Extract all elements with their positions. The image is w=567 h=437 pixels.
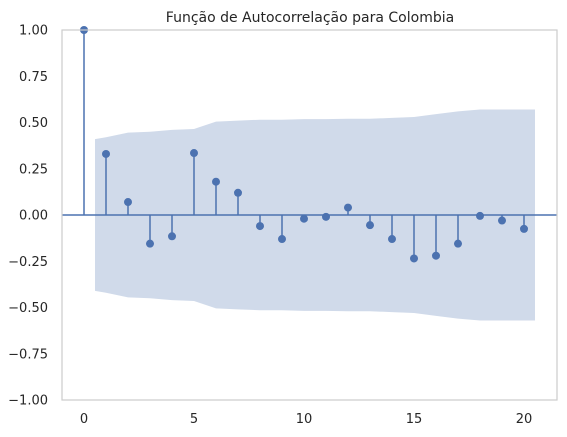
stem-marker — [432, 251, 440, 260]
stem-marker — [278, 235, 286, 244]
stem-marker — [102, 149, 110, 158]
acf-stem-lag-5 — [190, 149, 198, 215]
stem-marker — [498, 216, 506, 225]
y-tick-label: −0.75 — [8, 347, 48, 362]
y-axis-ticks: −1.00 −0.75 −0.50 −0.25 0.00 0.25 0.50 0.75 1.00 — [8, 24, 48, 409]
acf-stem-lag-16 — [432, 215, 440, 260]
stem-marker — [190, 149, 198, 158]
acf-stem-lag-4 — [168, 215, 176, 241]
acf-stem-lag-2 — [124, 198, 132, 215]
x-axis-ticks: 0 5 10 15 20 — [80, 412, 532, 427]
acf-stem-lag-8 — [256, 215, 264, 231]
y-tick-label: 0.75 — [19, 70, 48, 85]
plot-frame — [61, 29, 558, 401]
acf-stem-lag-6 — [212, 177, 220, 215]
acf-stem-lag-1 — [102, 149, 110, 215]
x-tick-label: 10 — [296, 412, 313, 427]
acf-stem-lag-20 — [520, 215, 528, 233]
acf-stem-lag-3 — [146, 215, 154, 248]
y-tick-label: −0.25 — [8, 255, 48, 270]
acf-stem-lag-12 — [344, 203, 352, 215]
y-tick-label: 0.00 — [19, 209, 48, 224]
axes-frame — [61, 29, 558, 401]
y-tick-label: 0.25 — [19, 162, 48, 177]
acf-stem-lag-14 — [388, 215, 396, 244]
stem-marker — [124, 198, 132, 207]
stem-marker — [212, 177, 220, 186]
x-tick-label: 5 — [190, 412, 198, 427]
y-tick-label: −0.50 — [8, 301, 48, 316]
x-tick-label: 20 — [516, 412, 533, 427]
y-tick-label: 1.00 — [19, 24, 48, 39]
acf-stem-lag-17 — [454, 215, 462, 248]
stem-marker — [520, 224, 528, 233]
stem-marker — [476, 211, 484, 220]
stem-marker — [322, 212, 330, 221]
stem-marker — [146, 239, 154, 248]
acf-stem-lag-15 — [410, 215, 418, 263]
stem-marker — [344, 203, 352, 212]
stem-marker — [300, 214, 308, 223]
acf-stem-lag-7 — [234, 188, 242, 215]
acf-stem-lag-18 — [476, 211, 484, 220]
acf-stem-lag-13 — [366, 215, 374, 230]
acf-stem-lag-11 — [322, 212, 330, 221]
acf-stem-lag-9 — [278, 215, 286, 244]
x-tick-label: 0 — [80, 412, 88, 427]
acf-stem-lag-10 — [300, 214, 308, 223]
stem-marker — [256, 222, 264, 231]
stem-marker — [388, 235, 396, 244]
stem-marker — [454, 239, 462, 248]
chart-title: Função de Autocorrelação para Colombia — [166, 10, 454, 26]
stem-marker — [168, 232, 176, 241]
y-tick-label: 0.50 — [19, 116, 48, 131]
stem-marker — [234, 188, 242, 197]
stem-marker — [366, 221, 374, 230]
y-tick-label: −1.00 — [8, 394, 48, 409]
acf-stem-lag-19 — [498, 215, 506, 225]
x-tick-label: 15 — [406, 412, 423, 427]
stem-marker — [410, 254, 418, 263]
acf-stem-lag-0 — [80, 26, 88, 215]
stems-layer — [80, 26, 528, 263]
